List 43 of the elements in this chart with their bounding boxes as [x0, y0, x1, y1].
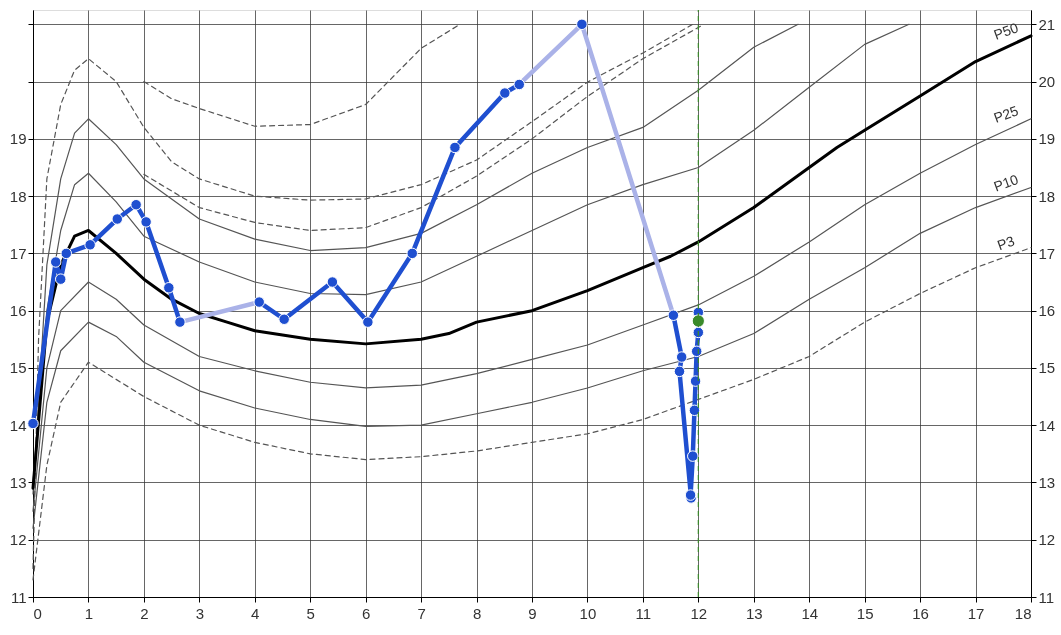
y2-tick-label: 12	[1038, 531, 1056, 549]
y-tick-label: 11	[10, 588, 27, 606]
y2-tick-label: 19	[1038, 130, 1056, 148]
y-tick-label: 17	[9, 244, 27, 262]
x-tick-label: 16	[912, 604, 929, 622]
x-tick-label: 10	[579, 604, 597, 622]
y-tick-label: 14	[9, 416, 27, 434]
x-tick-label: 1	[84, 604, 94, 622]
y-tick-label: 15	[9, 359, 27, 377]
x-tick-label: 11	[635, 604, 652, 622]
y-tick-label: 16	[9, 302, 27, 320]
y2-tick-label: 17	[1038, 244, 1056, 262]
x-tick-label: 17	[967, 604, 985, 622]
x-tick-label: 7	[417, 604, 426, 622]
y-tick-label: 13	[9, 473, 27, 491]
y2-tick-label: 20	[1038, 73, 1056, 91]
x-tick-label: 6	[361, 604, 371, 622]
y-tick-label: 12	[9, 531, 27, 549]
y2-tick-label: 18	[1038, 187, 1056, 205]
y2-tick-label: 16	[1038, 302, 1056, 320]
x-tick-label: 2	[140, 604, 149, 622]
y2-tick-label: 14	[1038, 416, 1056, 434]
text: P3	[995, 232, 1017, 254]
x-tick-label: 8	[472, 604, 482, 622]
y-tick-label: 18	[9, 187, 27, 205]
x-tick-label: 12	[690, 604, 708, 622]
y2-tick-label: 15	[1038, 359, 1056, 377]
y2-tick-label: 11	[1038, 588, 1055, 606]
y2-tick-label: 21	[1038, 15, 1056, 33]
x-tick-label: 9	[528, 604, 537, 622]
y-tick-label: 19	[9, 130, 27, 148]
y2-tick-label: 13	[1038, 473, 1056, 491]
text: P25	[991, 102, 1021, 126]
text: P10	[991, 170, 1021, 195]
x-tick-label: 0	[33, 604, 42, 622]
x-tick-label: 14	[801, 604, 819, 622]
x-tick-label: 4	[251, 604, 260, 622]
x-tick-label: 3	[195, 604, 205, 622]
x-tick-label: 15	[856, 604, 874, 622]
x-tick-label: 5	[306, 604, 315, 622]
x-tick-label: 18	[1014, 604, 1032, 622]
text: P50	[991, 19, 1021, 43]
x-tick-label: 13	[745, 604, 763, 622]
